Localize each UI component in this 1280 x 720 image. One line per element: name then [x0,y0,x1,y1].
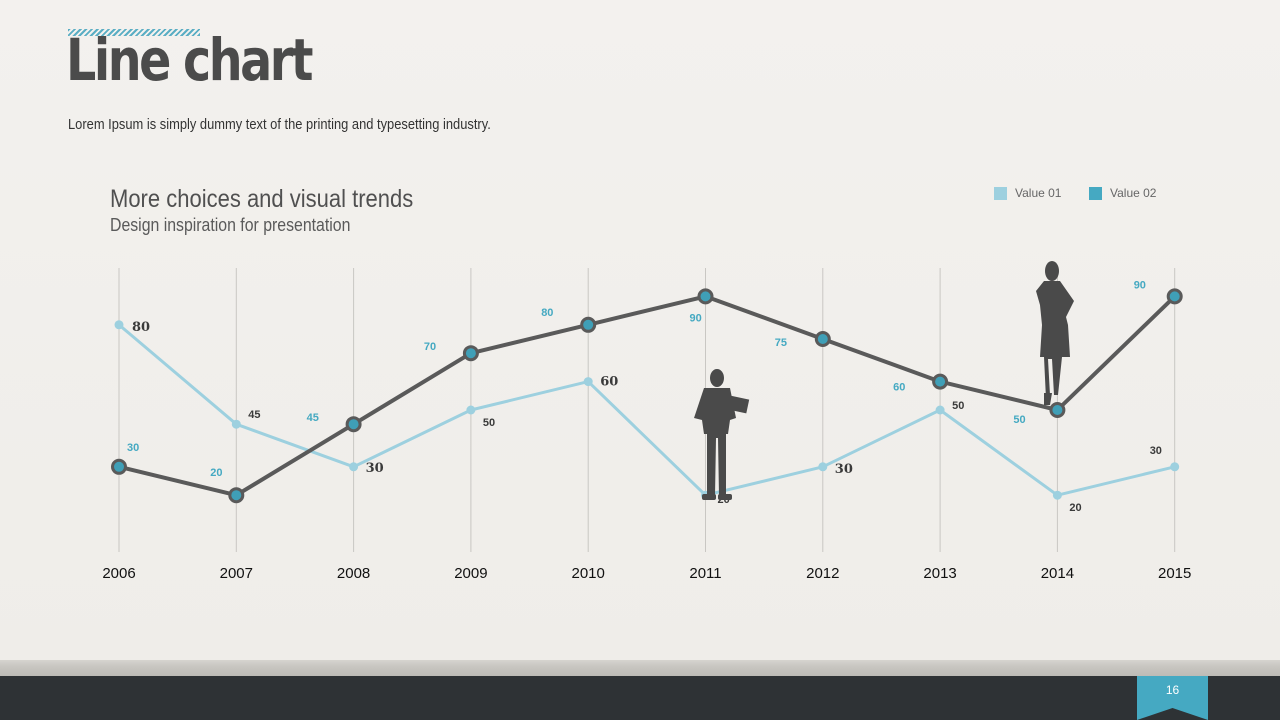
data-label-value-01: 50 [952,400,964,412]
line-chart: 2006 2007 2008 2009 2010 2011 2012 2013 2014 2015… [102,268,1191,582]
data-point-value-01 [1170,462,1180,472]
page-title: Line chart [66,26,313,94]
data-label-value-02: 70 [424,341,436,353]
data-label-value-02: 90 [690,312,702,324]
title-accent-hatch [68,29,200,36]
data-point-value-01 [114,320,124,330]
data-point-value-02 [228,487,245,504]
legend-item-value-01: Value 01 [994,186,1061,200]
legend-swatch-value-02 [1089,186,1102,200]
legend-label-value-01: Value 01 [1015,186,1062,200]
legend-label-value-02: Value 02 [1110,186,1157,200]
data-label-value-01: 30 [835,462,853,477]
page-subtitle: Lorem Ipsum is simply dummy text of the … [68,116,491,133]
data-label-value-02: 75 [775,337,787,349]
data-label-value-01: 30 [366,461,384,476]
x-tick-label: 2015 [1158,565,1191,582]
data-label-value-02: 20 [210,467,222,479]
chart-subtitle: Design inspiration for presentation [110,215,351,235]
data-label-value-02: 45 [307,412,319,424]
data-point-value-01 [818,462,828,472]
series-line-value-02 [118,294,1177,498]
data-point-value-01 [1052,490,1062,500]
x-tick-label: 2007 [220,565,253,582]
data-point-value-01 [466,405,476,415]
data-point-value-01 [935,405,945,415]
data-point-value-02 [1049,402,1066,418]
data-point-value-02 [697,288,714,305]
x-tick-label: 2011 [689,565,721,582]
x-tick-label: 2013 [923,565,956,582]
data-point-value-01 [349,462,359,472]
legend-swatch-value-01 [994,186,1007,200]
slide-bottom-shadow [0,660,1280,676]
data-point-value-02 [932,373,949,390]
data-label-value-02: 60 [893,382,905,394]
page-number-ribbon [1137,676,1208,720]
x-tick-label: 2014 [1041,565,1074,582]
data-point-value-02 [345,416,362,433]
data-label-value-01: 50 [483,417,495,429]
data-point-value-02 [580,316,597,333]
woman-silhouette-icon [1036,261,1074,405]
data-label-value-02: 90 [1134,279,1146,291]
data-point-value-02 [1166,288,1183,305]
data-label-value-01: 80 [132,320,150,335]
data-label-value-02: 50 [1013,414,1025,426]
person-silhouette-with-folder-icon [694,369,750,500]
x-tick-label: 2012 [806,565,839,582]
data-point-value-01 [231,419,241,429]
data-label-value-02: 80 [541,307,553,319]
page-number: 16 [1165,683,1180,697]
chart-title: More choices and visual trends [110,185,414,213]
x-tick-label: 2008 [337,565,370,582]
data-point-value-02 [111,458,127,475]
legend-item-value-02: Value 02 [1089,186,1156,200]
x-tick-label: 2006 [102,565,135,582]
data-label-value-01: 45 [248,409,260,421]
x-tick-label: 2010 [572,565,605,582]
data-point-value-01 [583,377,593,387]
data-label-value-01: 60 [600,375,618,390]
data-point-value-02 [462,345,479,362]
data-label-value-02: 30 [127,442,139,454]
data-label-value-01: 20 [1069,502,1081,514]
series-line-value-01 [118,323,1176,497]
x-tick-label: 2009 [454,565,487,582]
data-label-value-01: 30 [1150,445,1162,457]
data-point-value-02 [814,331,831,347]
footer-bar [0,676,1280,720]
